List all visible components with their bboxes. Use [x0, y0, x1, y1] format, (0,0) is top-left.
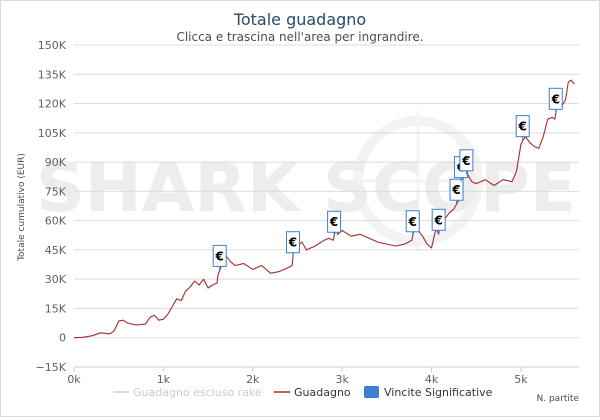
flag-box [515, 115, 530, 138]
legend-item[interactable]: Guadagno escluso rake [113, 386, 262, 399]
y-axis-label: Totale cumulativo (EUR) [17, 153, 27, 262]
flag-box [431, 208, 446, 231]
euro-icon: € [215, 249, 224, 263]
significant-win-flag[interactable]: € [459, 149, 474, 175]
chart-subtitle: Clicca e trascina nell'area per ingrandi… [176, 30, 423, 44]
watermark: SHARK SCOPE [36, 111, 576, 251]
euro-icon: € [288, 236, 297, 250]
flag-box [548, 87, 563, 110]
euro-icon: € [329, 215, 338, 229]
flag-box [459, 149, 474, 172]
y-tick-label: 15K [45, 302, 67, 315]
significant-win-flag[interactable]: € [449, 178, 464, 205]
legend-item[interactable]: Vincite Significative [364, 386, 493, 399]
y-tick-label: 150K [38, 39, 67, 52]
y-tick-label: 135K [38, 68, 67, 81]
significant-win-flag[interactable]: € [431, 208, 446, 235]
y-tick-label: 120K [38, 98, 67, 111]
x-tick-label: 3k [335, 373, 349, 386]
x-axis-label: N. partite [537, 394, 580, 404]
y-tick-label: 0 [59, 332, 66, 345]
significant-win-flag[interactable]: € [548, 87, 563, 114]
euro-icon: € [518, 120, 527, 134]
y-tick-label: 75K [45, 185, 67, 198]
x-tick-label: 5k [514, 373, 528, 386]
flag-box [327, 210, 342, 233]
x-tick-label: 1k [157, 373, 171, 386]
legend-label: Guadagno escluso rake [133, 386, 262, 399]
legend-label: Guadagno [294, 386, 351, 399]
significant-win-flag[interactable]: € [515, 115, 530, 141]
y-tick-label: 45K [45, 244, 67, 257]
flag-box [405, 210, 420, 233]
legend-item[interactable]: Guadagno [274, 386, 351, 399]
flag-box [449, 178, 464, 201]
significant-win-flag[interactable]: € [212, 244, 227, 271]
legend: Guadagno escluso rake Guadagno Vincite Sig… [113, 386, 493, 399]
legend-swatch [364, 386, 379, 398]
euro-icon: € [551, 92, 560, 106]
y-tick-label: 90K [45, 156, 67, 169]
legend-label: Vincite Significative [384, 386, 493, 399]
euro-icon: € [408, 215, 417, 229]
watermark-text: SHARK SCOPE [36, 149, 576, 228]
flag-box [212, 244, 227, 267]
x-tick-label: 0k [67, 373, 81, 386]
x-tick-label: 2k [246, 373, 260, 386]
chart-title: Totale guadagno [233, 10, 366, 29]
euro-icon: € [433, 213, 442, 227]
y-tick-label: 30K [45, 273, 67, 286]
y-tick-label: −15K [36, 361, 67, 374]
y-tick-label: 105K [38, 127, 67, 140]
y-tick-label: 60K [45, 215, 67, 228]
significant-win-flag[interactable]: € [405, 210, 420, 236]
significant-win-flag[interactable]: € [285, 231, 300, 257]
x-tick-label: 4k [425, 373, 439, 386]
euro-icon: € [461, 154, 470, 168]
significant-win-flag[interactable]: € [327, 210, 342, 237]
euro-icon: € [451, 183, 460, 197]
flag-box [285, 231, 300, 254]
